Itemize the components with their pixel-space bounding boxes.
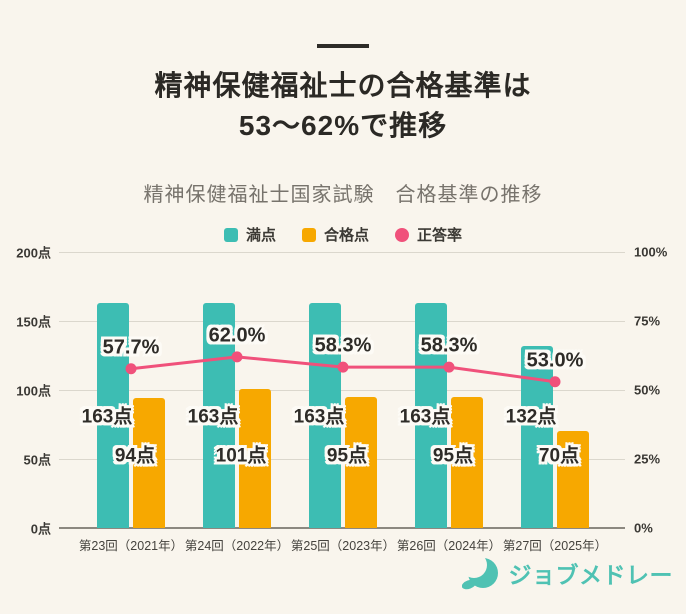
right-axis-tick-label: 100% xyxy=(634,244,668,260)
bar-manten xyxy=(97,303,129,528)
right-axis-tick-label: 0% xyxy=(634,520,653,536)
bar-value-label: 95点 xyxy=(326,445,368,467)
right-axis-tick-label: 75% xyxy=(634,313,661,329)
jobmedley-logo-icon xyxy=(461,553,498,590)
legend-item-seitouritsu: 正答率 xyxy=(395,224,462,245)
right-axis-tick-label: 50% xyxy=(634,382,661,398)
gridline xyxy=(59,252,625,253)
bar-manten xyxy=(415,303,447,528)
bar-manten xyxy=(309,303,341,528)
bar-value-label: 101点 xyxy=(215,445,267,467)
pass-rate-label: 62.0% xyxy=(208,324,266,347)
jobmedley-logo-text: ジョブメドレー xyxy=(508,562,673,588)
bar-value-label: 94点 xyxy=(114,445,156,467)
chart-title: 精神保健福祉士国家試験 合格基準の推移 xyxy=(143,184,543,206)
bar-value-label: 163点 xyxy=(293,406,345,428)
bar-goukakuten xyxy=(345,396,377,528)
x-axis-label: 第27回（2025年） xyxy=(502,539,608,553)
legend-label: 満点 xyxy=(245,227,276,244)
bar-goukakuten xyxy=(557,431,589,528)
bar-manten xyxy=(203,303,235,528)
seitouritsu-dot-icon xyxy=(395,227,409,242)
legend-label: 合格点 xyxy=(323,227,369,244)
right-axis-tick-label: 25% xyxy=(634,451,661,467)
gridline xyxy=(59,390,625,391)
bar-value-label: 163点 xyxy=(187,406,239,428)
gridline xyxy=(59,459,625,460)
manten-swatch-icon xyxy=(223,227,238,242)
bar-manten xyxy=(521,345,553,528)
bar-value-label: 95点 xyxy=(432,445,474,467)
bar-goukakuten xyxy=(239,388,271,528)
pass-rate-line xyxy=(130,355,556,384)
bar-value-label: 70点 xyxy=(538,445,580,467)
bar-value-label: 163点 xyxy=(81,406,133,428)
left-axis-tick-label: 100点 xyxy=(16,383,51,399)
x-axis-label: 第24回（2022年） xyxy=(184,539,290,553)
bar-goukakuten xyxy=(451,396,483,528)
left-axis-tick-label: 150点 xyxy=(16,314,51,330)
title-accent-dash xyxy=(317,44,369,48)
pass-rate-label: 58.3% xyxy=(314,334,372,357)
legend-label: 正答率 xyxy=(417,227,463,244)
jobmedley-logo: ジョブメドレー xyxy=(461,553,674,593)
bar-value-label: 163点 xyxy=(399,406,451,428)
x-axis-line xyxy=(59,527,625,529)
left-axis-tick-label: 0点 xyxy=(30,521,51,537)
left-axis-tick-label: 200点 xyxy=(16,245,51,261)
page-title-line1: 精神保健福祉士の合格基準は xyxy=(154,70,532,101)
page-title: 精神保健福祉士の合格基準は 53〜62%で推移 xyxy=(0,66,686,146)
legend-item-goukakuten: 合格点 xyxy=(301,224,369,245)
bar-goukakuten xyxy=(133,398,165,528)
chart-legend: 満点 合格点 正答率 xyxy=(0,224,686,245)
chart-plot-area: 200点 100% 150点 75% 100点 50% 50点 25% 0点 0% 163点 163点… xyxy=(16,245,667,554)
x-axis-label: 第26回（2024年） xyxy=(396,539,502,553)
gridline xyxy=(59,321,625,322)
bar-value-label: 132点 xyxy=(505,406,557,428)
legend-item-manten: 満点 xyxy=(223,224,276,245)
page-title-line2: 53〜62%で推移 xyxy=(238,110,448,141)
pass-rate-label: 53.0% xyxy=(526,349,584,372)
goukakuten-swatch-icon xyxy=(301,227,316,242)
pass-rate-label: 58.3% xyxy=(420,334,478,357)
pass-rate-label: 57.7% xyxy=(102,336,160,359)
left-axis-tick-label: 50点 xyxy=(23,452,51,468)
x-axis-label: 第25回（2023年） xyxy=(290,539,396,553)
x-axis-label: 第23回（2021年） xyxy=(78,539,184,553)
